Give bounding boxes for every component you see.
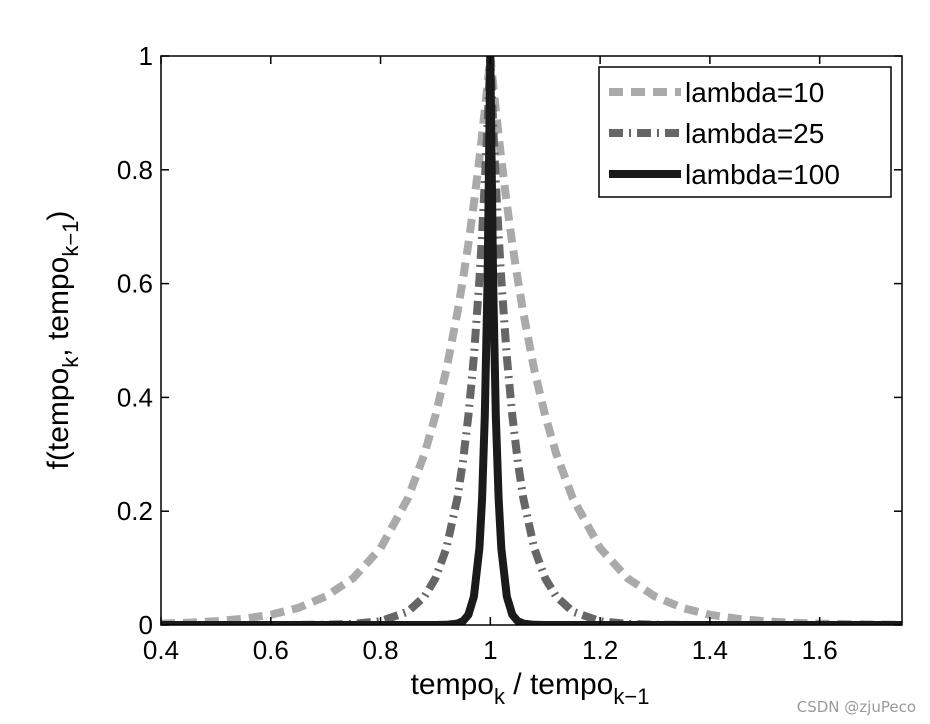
legend-label-lambda-25: lambda=25 [685,118,824,149]
legend: lambda=10 lambda=25 lambda=100 [598,66,892,198]
x-axis-label: tempok / tempok−1 [411,668,650,709]
y-tick-label: 0 [139,610,153,640]
series-line-lambda-100 [161,56,902,625]
y-tick-label: 0.4 [117,382,153,412]
legend-label-lambda-10: lambda=10 [685,77,824,108]
y-tick-label: 0.8 [117,155,153,185]
x-tick-label: 1.6 [802,635,838,665]
y-tick-label: 0.6 [117,269,153,299]
y-tick-label: 0.2 [117,496,153,526]
x-tick-label: 0.4 [143,635,179,665]
y-tick-label: 1 [139,41,153,71]
x-tick-label: 1.4 [692,635,728,665]
x-tick-label: 1 [483,635,497,665]
x-tick-label: 1.2 [582,635,618,665]
watermark: CSDN @zjuPeco [796,698,916,716]
plot-frame [160,55,903,626]
y-axis-label: f(tempok, tempok−1) [42,211,83,470]
legend-label-lambda-100: lambda=100 [685,159,840,190]
x-tick-label: 0.8 [362,635,398,665]
x-tick-label: 0.6 [253,635,289,665]
series-line-lambda-10 [161,56,902,625]
